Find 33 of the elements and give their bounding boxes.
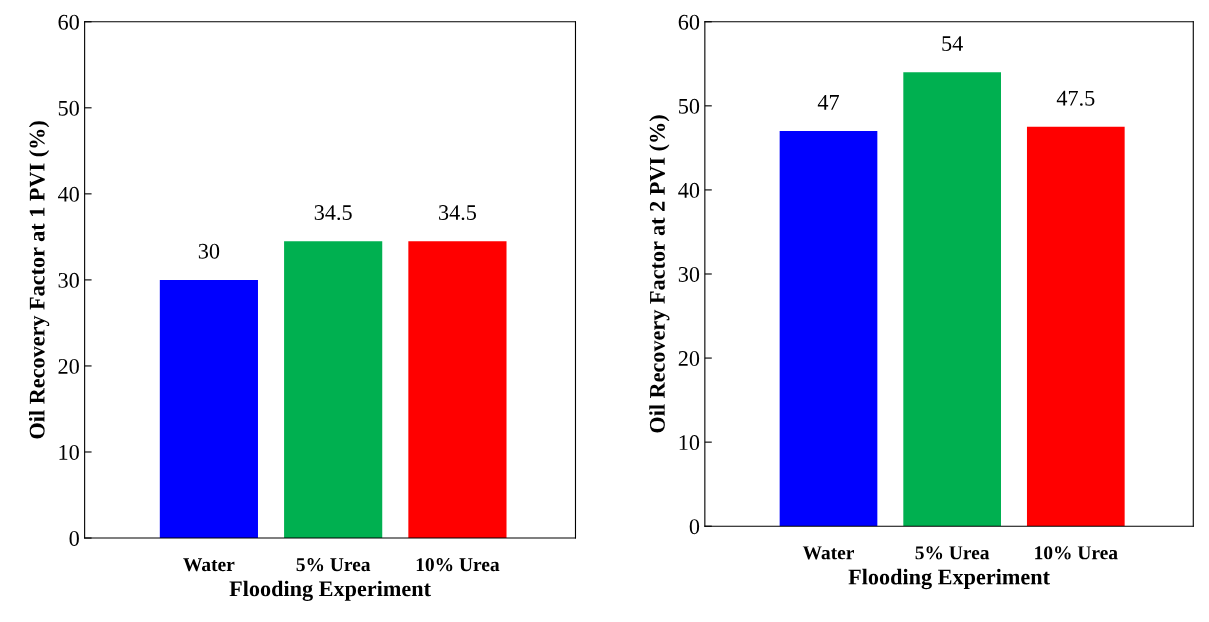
y-axis-title: Oil Recovery Factor at 1 PVI (%) — [29, 121, 50, 439]
data-label: 47 — [817, 95, 839, 110]
x-tick-label: 5% Urea — [296, 558, 371, 572]
data-label: 30 — [198, 243, 220, 259]
bar — [779, 131, 878, 527]
x-tick-label: Water — [183, 558, 235, 572]
x-tick-label: 5% Urea — [915, 546, 990, 560]
y-tick-label: 50 — [679, 98, 700, 114]
y-tick-label: 40 — [57, 186, 79, 202]
data-label: 34.5 — [439, 205, 477, 221]
y-tick-label: 0 — [69, 530, 79, 546]
y-tick-label: 30 — [678, 266, 700, 282]
y-axis-title: Oil Recovery Factor at 2 PVI (%) — [649, 115, 670, 433]
data-label: 47.5 — [1056, 90, 1095, 106]
y-tick-label: 60 — [678, 14, 700, 30]
x-tick-label: Water — [802, 546, 854, 560]
x-tick-label: 10% Urea — [416, 558, 500, 572]
y-tick-label: 60 — [58, 14, 79, 30]
y-tick-label: 10 — [679, 435, 700, 451]
y-tick-label: 40 — [678, 182, 700, 198]
y-tick-label: 50 — [58, 100, 79, 116]
y-tick-label: 30 — [58, 272, 79, 288]
x-axis-title: Flooding Experiment — [229, 580, 431, 601]
y-tick-label: 20 — [58, 358, 79, 374]
x-tick-label: 10% Urea — [1035, 546, 1118, 560]
y-tick-label: 0 — [689, 519, 700, 535]
bar — [903, 72, 1001, 527]
x-axis-title: Flooding Experiment — [848, 568, 1050, 590]
bar — [1026, 126, 1125, 527]
y-tick-label: 10 — [59, 444, 79, 460]
y-tick-label: 20 — [678, 351, 700, 366]
data-label: 34.5 — [314, 205, 352, 221]
data-label: 54 — [942, 36, 963, 52]
